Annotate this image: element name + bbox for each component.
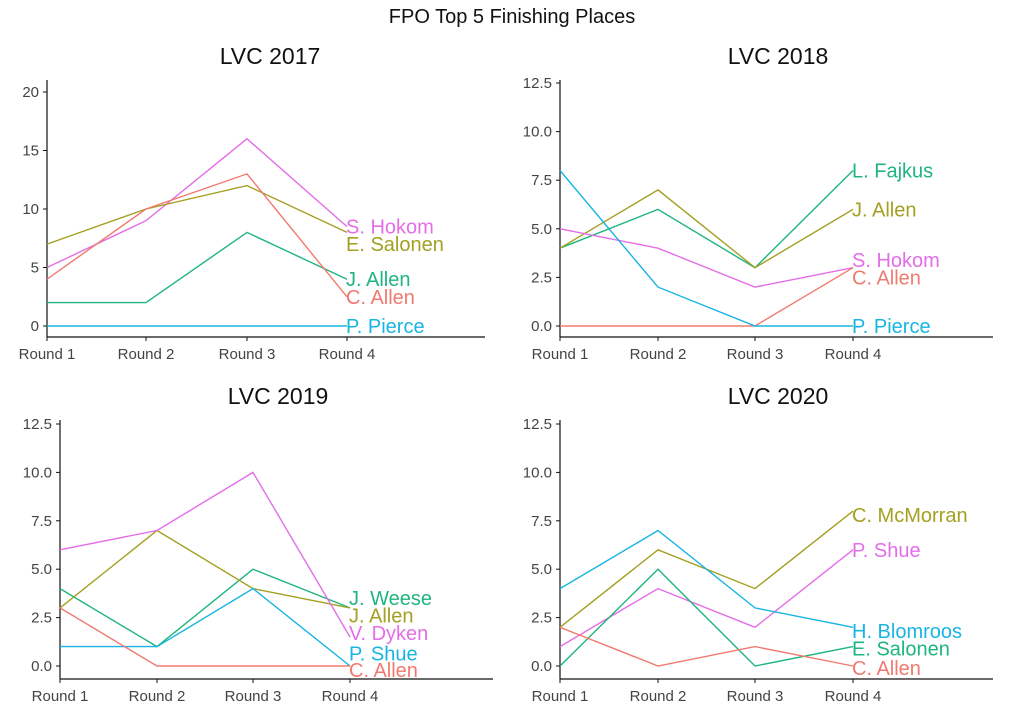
series-line-s-hokom bbox=[46, 137, 348, 269]
series-label-s-hokom: S. Hokom bbox=[852, 250, 940, 272]
x-tick-label: Round 1 bbox=[32, 688, 89, 705]
series-line-j-weese bbox=[59, 568, 351, 648]
series-label-p-shue: P. Shue bbox=[852, 540, 921, 562]
y-tick-label: 10.0 bbox=[523, 124, 552, 141]
y-tick-label: 2.5 bbox=[31, 610, 52, 627]
y-tick-label: 5.0 bbox=[31, 561, 52, 578]
x-tick-label: Round 2 bbox=[129, 688, 186, 705]
series-line-h-blomroos bbox=[559, 529, 854, 628]
y-tick-label: 5.0 bbox=[531, 221, 552, 238]
panel-title: LVC 2020 bbox=[728, 383, 829, 409]
x-tick-label: Round 3 bbox=[219, 346, 276, 363]
series-label-j-allen: J. Allen bbox=[852, 199, 916, 221]
series-line-c-allen bbox=[559, 626, 854, 667]
y-tick-label: 12.5 bbox=[23, 416, 52, 433]
x-tick-label: Round 4 bbox=[825, 688, 882, 705]
series-line-c-allen bbox=[59, 607, 350, 667]
panel-3: LVC 2019 0.0 2.5 5.0 7.5 10.0 12.5 Round 1 Round… bbox=[23, 383, 493, 705]
y-tick-label: 5.0 bbox=[531, 561, 552, 578]
y-tick-label: 0.0 bbox=[531, 658, 552, 675]
series-line-s-hokom bbox=[559, 228, 854, 288]
y-tick-label: 0.0 bbox=[531, 318, 552, 335]
panel-4: LVC 2020 0.0 2.5 5.0 7.5 10.0 12.5 Round 1 Round… bbox=[523, 383, 993, 705]
series-line-l-fajkus bbox=[559, 170, 854, 269]
y-tick-label: 10.0 bbox=[523, 464, 552, 481]
y-tick-label: 10.0 bbox=[23, 464, 52, 481]
x-tick-label: Round 2 bbox=[118, 346, 175, 363]
y-tick-label: 7.5 bbox=[31, 513, 52, 530]
panel-title: LVC 2018 bbox=[728, 43, 829, 69]
y-tick-label: 12.5 bbox=[523, 75, 552, 92]
y-tick-label: 10 bbox=[22, 201, 39, 218]
y-tick-label: 0 bbox=[31, 318, 39, 335]
series-label-c-mcmorran: C. McMorran bbox=[852, 505, 968, 527]
series-line-e-salonen bbox=[46, 184, 348, 245]
series-line-c-allen bbox=[46, 173, 348, 298]
series-line-v-dyken bbox=[59, 471, 351, 638]
series-line-p-pierce bbox=[559, 170, 853, 327]
x-tick-label: Round 2 bbox=[630, 688, 687, 705]
x-tick-label: Round 4 bbox=[825, 346, 882, 363]
series-label-j-weese: J. Weese bbox=[349, 588, 432, 610]
series-label-e-salonen: E. Salonen bbox=[852, 639, 950, 661]
figure-title: FPO Top 5 Finishing Places bbox=[388, 6, 636, 28]
x-tick-label: Round 1 bbox=[19, 346, 76, 363]
series-label-s-hokom: S. Hokom bbox=[346, 217, 434, 239]
series-line-j-allen bbox=[559, 189, 854, 269]
y-tick-label: 0.0 bbox=[31, 658, 52, 675]
y-tick-label: 2.5 bbox=[531, 269, 552, 286]
series-line-c-allen bbox=[560, 267, 854, 327]
x-tick-label: Round 1 bbox=[532, 346, 589, 363]
x-tick-label: Round 1 bbox=[532, 688, 589, 705]
series-label-h-blomroos: H. Blomroos bbox=[852, 621, 962, 643]
x-tick-label: Round 3 bbox=[225, 688, 282, 705]
y-tick-label: 7.5 bbox=[531, 513, 552, 530]
series-label-p-pierce: P. Pierce bbox=[852, 316, 931, 338]
series-label-l-fajkus: L. Fajkus bbox=[852, 160, 933, 182]
series-line-j-allen bbox=[47, 231, 348, 304]
y-tick-label: 2.5 bbox=[531, 610, 552, 627]
y-tick-label: 7.5 bbox=[531, 172, 552, 189]
y-tick-label: 20 bbox=[22, 84, 39, 101]
panel-2: LVC 2018 0.0 2.5 5.0 7.5 10.0 12.5 Round 1 Round… bbox=[523, 43, 993, 363]
x-tick-label: Round 4 bbox=[319, 346, 376, 363]
x-tick-label: Round 3 bbox=[727, 346, 784, 363]
series-line-p-shue bbox=[559, 549, 854, 648]
series-label-p-pierce: P. Pierce bbox=[346, 316, 425, 338]
series-label-j-allen: J. Allen bbox=[349, 606, 413, 628]
series-label-c-allen: C. Allen bbox=[852, 267, 921, 289]
series-label-p-shue: P. Shue bbox=[349, 643, 418, 665]
x-tick-label: Round 2 bbox=[630, 346, 687, 363]
series-label-e-salonen: E. Salonen bbox=[346, 234, 444, 256]
x-tick-label: Round 4 bbox=[322, 688, 379, 705]
series-line-p-shue bbox=[60, 587, 351, 667]
panel-1: LVC 2017 0 5 10 15 20 Round 1 Round 2 Round 3 Rou… bbox=[19, 43, 485, 363]
series-label-j-allen: J. Allen bbox=[346, 269, 410, 291]
y-tick-label: 12.5 bbox=[523, 416, 552, 433]
series-label-c-allen: C. Allen bbox=[852, 658, 921, 680]
series-label-c-allen: C. Allen bbox=[346, 287, 415, 309]
y-tick-label: 15 bbox=[22, 143, 39, 160]
series-label-v-dyken: V. Dyken bbox=[349, 623, 428, 645]
panel-title: LVC 2017 bbox=[220, 43, 321, 69]
x-tick-label: Round 3 bbox=[727, 688, 784, 705]
series-label-c-allen: C. Allen bbox=[349, 660, 418, 682]
series-line-j-allen bbox=[59, 529, 351, 609]
y-tick-label: 5 bbox=[31, 260, 39, 277]
panel-title: LVC 2019 bbox=[228, 383, 329, 409]
